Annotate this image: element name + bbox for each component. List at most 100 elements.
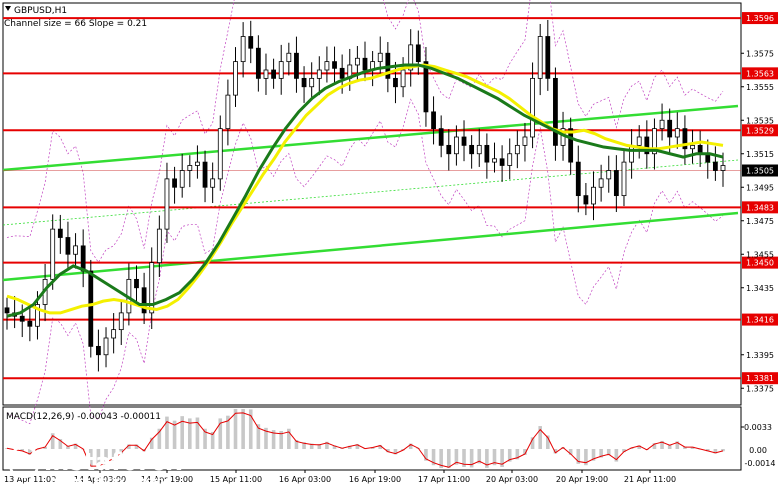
macd-histogram-bar — [538, 426, 542, 449]
ma-slow-line — [6, 63, 724, 318]
macd-histogram-bar — [248, 409, 253, 449]
macd-histogram-bar — [50, 433, 55, 449]
candle-body — [484, 144, 490, 163]
macd-histogram-bar — [370, 447, 375, 449]
macd-histogram-bar — [591, 449, 596, 461]
candle-body — [400, 69, 406, 88]
macd-histogram-bar — [58, 439, 63, 449]
candle-body — [712, 161, 718, 171]
macd-histogram-bar — [378, 444, 383, 449]
candle-body — [271, 69, 276, 79]
current-price-label: 1.3505 — [746, 167, 774, 176]
candle-body — [583, 195, 589, 205]
macd-axis-label: 0.0033 — [744, 423, 772, 432]
macd-histogram-bar — [195, 417, 200, 449]
candle-body — [118, 312, 124, 331]
macd-histogram-bar — [576, 449, 581, 464]
candle-body — [332, 61, 337, 69]
candle-body — [324, 61, 330, 71]
candle-body — [499, 158, 505, 166]
candle-body — [522, 136, 528, 146]
macd-histogram-bar — [386, 449, 390, 453]
time-axis-label: 16 Apr 19:00 — [349, 475, 401, 484]
candle-body — [172, 178, 177, 188]
level-price-tag — [742, 201, 778, 214]
macd-group — [5, 409, 725, 468]
candle-body — [294, 52, 299, 79]
watermark-tagline: Instant Forex Trading — [50, 476, 171, 487]
macd-axis-label: 0.00 — [749, 446, 767, 455]
level-price-label: 1.3381 — [746, 374, 774, 383]
candle-body — [613, 170, 619, 197]
macd-histogram-bar — [111, 449, 116, 461]
watermark-circle — [7, 445, 41, 479]
macd-histogram-bar — [652, 443, 657, 449]
macd-histogram-bar — [446, 449, 451, 468]
macd-histogram-bar — [523, 449, 527, 455]
macd-histogram-bar — [713, 449, 718, 454]
candle-body — [461, 136, 467, 146]
macd-histogram-bar — [599, 449, 603, 458]
candle-body — [278, 61, 284, 79]
candle-body — [50, 228, 56, 280]
candle-body — [156, 228, 162, 264]
macd-histogram-bar — [393, 449, 398, 455]
macd-histogram-bar — [355, 444, 360, 449]
candle-body — [35, 304, 40, 327]
macd-histogram-bar — [287, 428, 291, 449]
time-axis-label: 20 Apr 19:00 — [556, 475, 608, 484]
watermark-arrow — [12, 451, 36, 467]
macd-histogram-bar — [256, 424, 261, 449]
candle-body — [530, 77, 535, 138]
candle-body — [598, 178, 604, 188]
level-price-tag — [742, 372, 778, 385]
macd-histogram-bar — [104, 449, 108, 465]
candle-body — [73, 245, 78, 255]
candle-body — [575, 161, 581, 197]
candle-body — [621, 161, 627, 197]
candle-body — [438, 128, 444, 146]
macd-histogram-bar — [218, 418, 223, 449]
macd-histogram-bar — [439, 449, 443, 468]
candle-body — [545, 36, 551, 79]
candle-body — [134, 278, 139, 289]
candle-body — [636, 136, 642, 146]
time-axis-label: 17 Apr 11:00 — [418, 475, 470, 484]
macd-histogram-bar — [233, 409, 238, 449]
watermark-brand: instaforex — [44, 448, 182, 476]
candle-body — [80, 245, 86, 272]
candle-body — [301, 77, 307, 88]
macd-histogram-bar — [507, 449, 512, 462]
macd-histogram-bar — [317, 444, 322, 449]
macd-signal-line — [6, 412, 724, 468]
candle-body — [187, 165, 193, 171]
level-price-label: 1.3563 — [746, 69, 774, 78]
candle-body — [195, 161, 200, 166]
channel-midline — [2, 159, 739, 226]
macd-histogram-bar — [546, 435, 550, 449]
level-price-tag — [742, 12, 778, 25]
candle-body — [720, 165, 726, 171]
candle-body — [690, 144, 695, 150]
price-axis-label: 1.3515 — [746, 150, 774, 159]
macd-histogram-bar — [241, 409, 245, 449]
menu-arrow-icon — [5, 6, 11, 11]
macd-histogram-bar — [127, 444, 131, 449]
level-price-label: 1.3416 — [746, 316, 774, 325]
macd-histogram-bar — [462, 449, 466, 467]
macd-histogram-bar — [88, 449, 93, 468]
macd-histogram-bar — [660, 440, 664, 449]
macd-histogram-bar — [469, 449, 474, 468]
macd-histogram-bar — [309, 443, 314, 449]
macd-histogram-bar — [119, 449, 124, 454]
candle-body — [111, 329, 117, 339]
macd-histogram-bar — [149, 437, 154, 449]
candle-body — [263, 69, 269, 79]
candle-body — [606, 170, 612, 180]
candle-body — [57, 228, 63, 238]
level-price-label: 1.3529 — [746, 126, 774, 135]
macd-header: MACD(12,26,9) -0.00043 -0.00011 — [6, 412, 161, 422]
candle-body — [27, 320, 33, 327]
